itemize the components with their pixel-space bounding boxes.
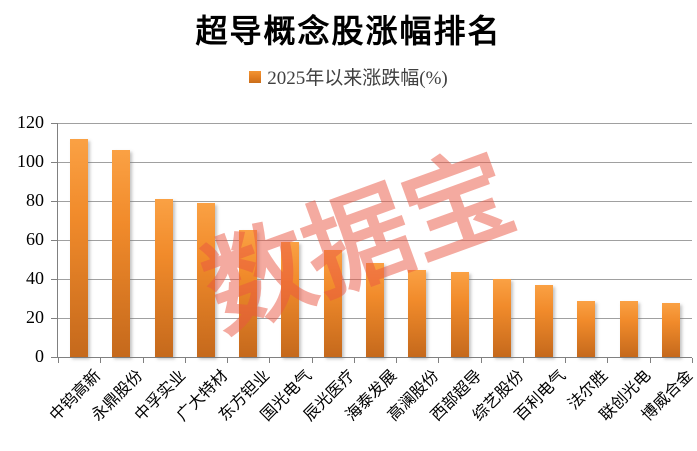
x-axis-tick xyxy=(438,358,440,363)
y-tick-label: 20 xyxy=(26,307,44,327)
x-axis-tick xyxy=(522,358,524,363)
bar-法尔胜 xyxy=(577,301,596,357)
legend: 2025年以来涨跌幅(%) xyxy=(0,63,697,90)
y-axis-tick xyxy=(51,357,58,358)
x-axis-tick xyxy=(269,358,271,363)
x-axis-tick xyxy=(565,358,567,363)
bar-高澜股份 xyxy=(408,270,427,357)
bar-博威合金 xyxy=(661,303,680,357)
bar-永鼎股份 xyxy=(112,150,131,357)
gridline xyxy=(58,201,692,202)
y-axis-tick xyxy=(51,162,58,163)
bar-中孚实业 xyxy=(154,199,173,357)
x-axis-tick xyxy=(227,358,229,363)
x-axis-tick xyxy=(58,358,59,363)
gridline xyxy=(58,240,692,241)
x-axis-tick xyxy=(692,358,693,363)
bar-东方钽业 xyxy=(239,230,258,357)
bar-综艺股份 xyxy=(492,279,511,357)
bar-西部超导 xyxy=(450,272,469,357)
x-axis-tick xyxy=(353,358,355,363)
bar-百利电气 xyxy=(535,284,554,357)
bar-广大特材 xyxy=(196,202,215,357)
gridline xyxy=(58,162,692,163)
legend-label: 2025年以来涨跌幅(%) xyxy=(267,68,448,89)
y-tick-label: 40 xyxy=(26,268,44,288)
gridline xyxy=(58,123,692,124)
y-tick-label: 0 xyxy=(35,346,44,366)
x-axis-line xyxy=(58,357,692,358)
x-axis-tick xyxy=(396,358,398,363)
y-tick-label: 60 xyxy=(26,229,44,249)
x-axis-tick xyxy=(100,358,102,363)
y-axis-tick xyxy=(51,279,58,280)
y-axis-tick xyxy=(51,201,58,202)
x-axis-tick xyxy=(649,358,651,363)
y-axis-tick xyxy=(51,240,58,241)
x-axis-tick xyxy=(607,358,609,363)
y-axis-tick xyxy=(51,318,58,319)
plot-area xyxy=(51,123,693,363)
y-tick-label: 120 xyxy=(17,112,44,132)
legend-swatch-icon xyxy=(249,70,262,83)
x-axis-tick xyxy=(311,358,313,363)
y-axis-tick xyxy=(51,123,58,124)
bar-海泰发展 xyxy=(366,263,384,357)
x-axis-tick xyxy=(142,358,144,363)
bar-中钨高新 xyxy=(70,138,89,357)
bar-国光电气 xyxy=(281,241,300,357)
x-axis-tick xyxy=(480,358,482,363)
y-tick-label: 100 xyxy=(17,151,44,171)
x-axis-tick xyxy=(184,358,186,363)
chart-title: 超导概念股涨幅排名 xyxy=(195,13,502,49)
y-tick-label: 80 xyxy=(26,190,44,210)
bar-辰光医疗 xyxy=(323,249,342,357)
bar-联创光电 xyxy=(619,301,638,357)
